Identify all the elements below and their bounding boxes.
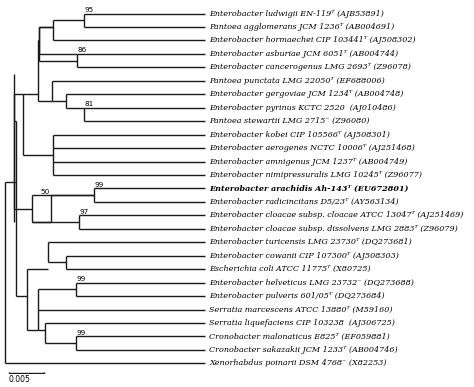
Text: Cronobacter sakazakii JCM 1233ᵀ (AB004746): Cronobacter sakazakii JCM 1233ᵀ (AB00474… [210, 346, 398, 354]
Text: Escherichia coli ATCC 11775ᵀ (X80725): Escherichia coli ATCC 11775ᵀ (X80725) [210, 265, 371, 273]
Text: Enterobacter turicensis LMG 23730ᵀ (DQ273681): Enterobacter turicensis LMG 23730ᵀ (DQ27… [210, 238, 412, 246]
Text: 0.005: 0.005 [9, 375, 31, 385]
Text: Serratia marcescens ATCC 13880ᵀ (M59160): Serratia marcescens ATCC 13880ᵀ (M59160) [210, 306, 393, 313]
Text: Enterobacter radicincitans D5/23ᵀ (AY563134): Enterobacter radicincitans D5/23ᵀ (AY563… [210, 198, 399, 206]
Text: Enterobacter pyrinus KCTC 2520  (AJ010486): Enterobacter pyrinus KCTC 2520 (AJ010486… [210, 104, 396, 112]
Text: Enterobacter aerogenes NCTC 10006ᵀ (AJ251468): Enterobacter aerogenes NCTC 10006ᵀ (AJ25… [210, 144, 415, 152]
Text: Enterobacter arachidis Ah-143ᵀ (EU672801): Enterobacter arachidis Ah-143ᵀ (EU672801… [210, 185, 409, 192]
Text: Enterobacter pulveris 601/05ᵀ (DQ273684): Enterobacter pulveris 601/05ᵀ (DQ273684) [210, 292, 385, 300]
Text: Serratia liquefaciens CIP 103238  (AJ306725): Serratia liquefaciens CIP 103238 (AJ3067… [210, 319, 395, 327]
Text: Cronobacter malonaticus E825ᵀ (EF059881): Cronobacter malonaticus E825ᵀ (EF059881) [210, 332, 390, 341]
Text: 99: 99 [94, 182, 104, 188]
Text: 81: 81 [84, 101, 94, 107]
Text: Enterobacter cancerogenus LMG 2693ᵀ (Z96078): Enterobacter cancerogenus LMG 2693ᵀ (Z96… [210, 63, 411, 71]
Text: Enterobacter cowanii CIP 107300ᵀ (AJ508303): Enterobacter cowanii CIP 107300ᵀ (AJ5083… [210, 252, 400, 260]
Text: 99: 99 [76, 276, 86, 282]
Text: Enterobacter cloacae subsp. cloacae ATCC 13047ᵀ (AJ251469): Enterobacter cloacae subsp. cloacae ATCC… [210, 211, 464, 219]
Text: Enterobacter gergoviae JCM 1234ᵀ (AB004748): Enterobacter gergoviae JCM 1234ᵀ (AB0047… [210, 90, 404, 98]
Text: Enterobacter asburiae JCM 6051ᵀ (AB004744): Enterobacter asburiae JCM 6051ᵀ (AB00474… [210, 50, 399, 58]
Text: Pantoea agglomerans JCM 1236ᵀ (AB004691): Pantoea agglomerans JCM 1236ᵀ (AB004691) [210, 23, 395, 31]
Text: Enterobacter nimipressuralis LMG 10245ᵀ (Z96077): Enterobacter nimipressuralis LMG 10245ᵀ … [210, 171, 422, 179]
Text: Enterobacter helveticus LMG 23732⁻ (DQ273688): Enterobacter helveticus LMG 23732⁻ (DQ27… [210, 279, 414, 287]
Text: Pantoea punctata LMG 22050ᵀ (EF688006): Pantoea punctata LMG 22050ᵀ (EF688006) [210, 77, 385, 85]
Text: 95: 95 [84, 7, 94, 13]
Text: Enterobacter kobei CIP 105566ᵀ (AJ508301): Enterobacter kobei CIP 105566ᵀ (AJ508301… [210, 131, 391, 139]
Text: 50: 50 [41, 188, 50, 195]
Text: 86: 86 [77, 47, 87, 53]
Text: Xenorhabdus poinarii DSM 4768⁻ (X82253): Xenorhabdus poinarii DSM 4768⁻ (X82253) [210, 360, 387, 367]
Text: Enterobacter amnigenus JCM 1237ᵀ (AB004749): Enterobacter amnigenus JCM 1237ᵀ (AB0047… [210, 158, 408, 166]
Text: Pantoea stewartii LMG 2715⁻ (Z96080): Pantoea stewartii LMG 2715⁻ (Z96080) [210, 117, 370, 125]
Text: 97: 97 [80, 209, 89, 215]
Text: 99: 99 [76, 330, 86, 336]
Text: Enterobacter hormaechei CIP 103441ᵀ (AJ508302): Enterobacter hormaechei CIP 103441ᵀ (AJ5… [210, 36, 416, 45]
Text: Enterobacter ludwigii EN-119ᵀ (AJB53891): Enterobacter ludwigii EN-119ᵀ (AJB53891) [210, 10, 384, 17]
Text: Enterobacter cloacae subsp. dissolvens LMG 2883ᵀ (Z96079): Enterobacter cloacae subsp. dissolvens L… [210, 225, 458, 233]
